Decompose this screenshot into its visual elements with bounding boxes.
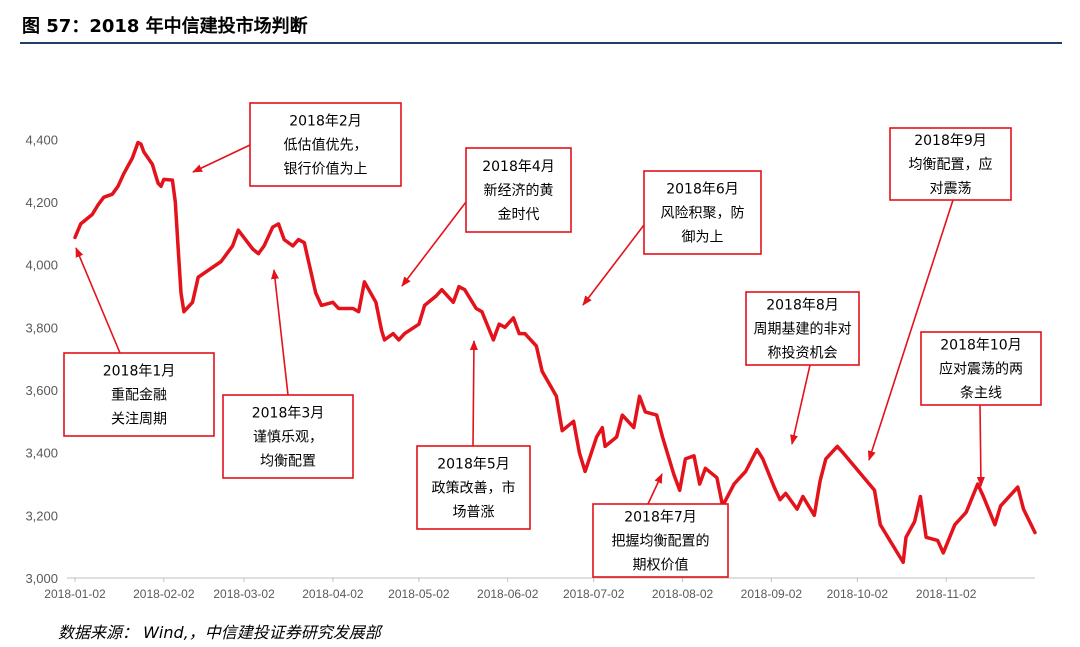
x-tick-label: 2018-09-02 bbox=[741, 587, 803, 601]
x-tick-label: 2018-04-02 bbox=[302, 587, 364, 601]
annotation-text: 期权价值 bbox=[633, 558, 689, 574]
annotation-text: 谨慎乐观， bbox=[253, 430, 323, 446]
y-tick-label: 3,600 bbox=[25, 383, 58, 398]
annotation-text: 2018年5月 bbox=[437, 457, 510, 473]
annotation-text: 2018年10月 bbox=[940, 338, 1021, 354]
annotation-text: 均衡配置，应 bbox=[909, 156, 993, 173]
annotation-text: 新经济的黄 bbox=[484, 182, 554, 199]
annotation-text: 2018年8月 bbox=[766, 298, 839, 314]
annotation-arrow bbox=[790, 364, 811, 445]
annotation-text: 御为上 bbox=[682, 230, 724, 246]
annotation-text: 关注周期 bbox=[111, 412, 167, 428]
annotation-arrow bbox=[647, 473, 663, 505]
annotation-arrow bbox=[976, 404, 985, 487]
annotation-frame bbox=[63, 352, 215, 437]
annotation-text: 条主线 bbox=[960, 385, 1002, 402]
source-note: 数据来源： Wind,，中信建投证券研究发展部 bbox=[58, 623, 381, 642]
annotation-text: 场普涨 bbox=[453, 505, 495, 521]
annotation-text: 2018年6月 bbox=[666, 182, 739, 198]
series-line bbox=[73, 140, 1037, 565]
y-tick-label: 4,400 bbox=[25, 132, 58, 147]
x-tick-label: 2018-07-02 bbox=[563, 587, 625, 601]
annotation-text: 对震荡 bbox=[930, 181, 972, 197]
annotation-text: 2018年9月 bbox=[914, 133, 987, 149]
annotation-text: 政策改善，市 bbox=[432, 480, 516, 497]
annotation-arrow bbox=[867, 199, 954, 461]
annotation-frame bbox=[465, 147, 572, 233]
y-tick-label: 3,000 bbox=[25, 571, 58, 586]
annotation-text: 2018年7月 bbox=[624, 510, 697, 526]
annotation-arrow bbox=[401, 201, 467, 287]
series-layer bbox=[73, 140, 1037, 565]
x-tick-label: 2018-10-02 bbox=[827, 587, 889, 601]
y-tick-label: 4,000 bbox=[25, 258, 58, 273]
annotation-frame bbox=[249, 102, 402, 187]
annotation-arrow bbox=[271, 269, 289, 396]
title-divider bbox=[20, 42, 1062, 44]
annotation-arrow bbox=[469, 340, 478, 447]
annotation-text: 重配金融 bbox=[111, 388, 167, 404]
annotation-text: 金时代 bbox=[498, 207, 540, 223]
y-tick-label: 3,800 bbox=[25, 320, 58, 335]
annotation-frame bbox=[416, 445, 531, 530]
annotation-text: 周期基建的非对 bbox=[754, 321, 852, 338]
annotation-text: 应对震荡的两 bbox=[939, 361, 1023, 378]
x-tick-label: 2018-01-02 bbox=[44, 587, 106, 601]
axes: 3,000 3,200 3,400 3,600 3,800 4,000 4,200 4,400… bbox=[25, 132, 1035, 601]
x-tick-label: 2018-02-02 bbox=[133, 587, 195, 601]
annotation-text: 均衡配置 bbox=[260, 454, 316, 470]
annotation-text: 2018年1月 bbox=[103, 364, 176, 380]
annotation-frame bbox=[222, 394, 354, 479]
annotation-arrows bbox=[75, 144, 985, 505]
annotation-arrow bbox=[192, 144, 251, 173]
x-tick-label: 2018-08-02 bbox=[652, 587, 714, 601]
x-tick-label: 2018-05-02 bbox=[388, 587, 450, 601]
x-tick-label: 2018-06-02 bbox=[477, 587, 539, 601]
annotation-text: 2018年3月 bbox=[252, 406, 325, 422]
y-tick-label: 3,400 bbox=[25, 446, 58, 461]
y-tick-label: 4,200 bbox=[25, 195, 58, 210]
annotation-frame bbox=[643, 170, 762, 255]
x-tick-label: 2018-03-02 bbox=[213, 587, 275, 601]
x-tick-label: 2018-11-02 bbox=[916, 587, 977, 601]
annotation-frame bbox=[889, 127, 1012, 201]
annotation-frame bbox=[592, 503, 729, 578]
annotation-text: 银行价值为上 bbox=[284, 162, 368, 178]
annotation-text: 把握均衡配置的 bbox=[612, 534, 710, 550]
y-tick-label: 3,200 bbox=[25, 508, 58, 523]
annotation-frame bbox=[920, 331, 1042, 406]
figure-title: 图 57：2018 年中信建投市场判断 bbox=[22, 16, 308, 37]
annotation-text: 风险积聚，防 bbox=[661, 206, 745, 222]
annotation-text: 2018年2月 bbox=[289, 114, 362, 130]
annotation-text: 低估值优先， bbox=[284, 138, 368, 154]
annotation-frame bbox=[745, 291, 860, 366]
annotation-text: 称投资机会 bbox=[768, 346, 838, 362]
annotation-arrow bbox=[75, 247, 121, 354]
annotation-arrow bbox=[582, 224, 645, 306]
annotation-text: 2018年4月 bbox=[482, 159, 555, 175]
